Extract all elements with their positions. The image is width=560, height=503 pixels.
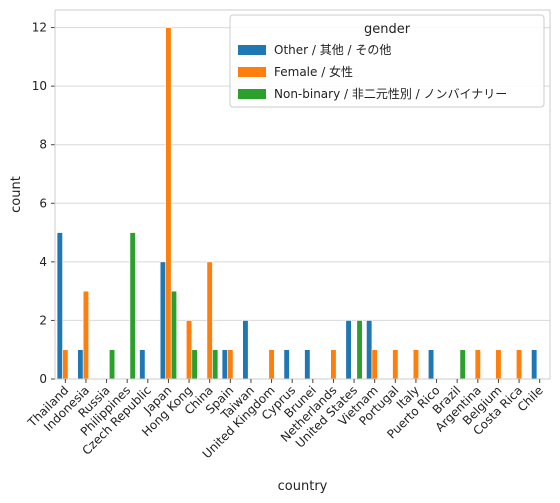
bar (516, 349, 523, 380)
bar (129, 232, 136, 380)
bar (221, 349, 228, 380)
y-tick-label: 6 (39, 196, 47, 210)
bar (170, 290, 177, 380)
legend-swatch (238, 89, 266, 99)
bar (330, 349, 337, 380)
bar (268, 349, 275, 380)
bar (139, 349, 146, 380)
legend-box (229, 14, 545, 108)
bar (428, 349, 435, 380)
y-tick-label: 2 (39, 313, 47, 327)
bar (109, 349, 116, 380)
bar (474, 349, 481, 380)
bar (77, 349, 84, 380)
bar (56, 232, 63, 380)
bar (392, 349, 399, 380)
legend-title: gender (364, 22, 411, 37)
legend-label: Non-binary / 非二元性別 / ノンバイナリー (274, 87, 507, 101)
bar (227, 349, 234, 380)
x-axis-title: country (278, 479, 328, 494)
bar (366, 320, 373, 380)
y-tick-label: 0 (39, 372, 47, 386)
bar (159, 261, 166, 380)
bar (283, 349, 290, 380)
y-tick-label: 12 (32, 21, 47, 35)
bar (345, 320, 352, 380)
bar (495, 349, 502, 380)
y-tick-label: 10 (32, 79, 47, 93)
y-axis-title: count (9, 176, 24, 213)
legend: gender Other / 其他 / その他 Female / 女性 Non-bin… (229, 14, 545, 108)
bar (62, 349, 69, 380)
bar (459, 349, 466, 380)
bar (212, 349, 219, 380)
legend-label: Female / 女性 (274, 64, 353, 79)
bar (242, 320, 249, 380)
bar (371, 349, 378, 380)
y-tick-label: 4 (39, 255, 47, 269)
bar (165, 27, 172, 380)
bar (356, 320, 363, 380)
bar (531, 349, 538, 380)
bar (206, 261, 213, 380)
bar (191, 349, 198, 380)
bar (82, 290, 89, 380)
bar (186, 320, 193, 380)
legend-label: Other / 其他 / その他 (274, 43, 391, 57)
bar (304, 349, 311, 380)
bar (412, 349, 419, 380)
bars-layer (56, 27, 538, 380)
y-tick-label: 8 (39, 138, 47, 152)
legend-swatch (238, 67, 266, 77)
legend-swatch (238, 45, 266, 55)
